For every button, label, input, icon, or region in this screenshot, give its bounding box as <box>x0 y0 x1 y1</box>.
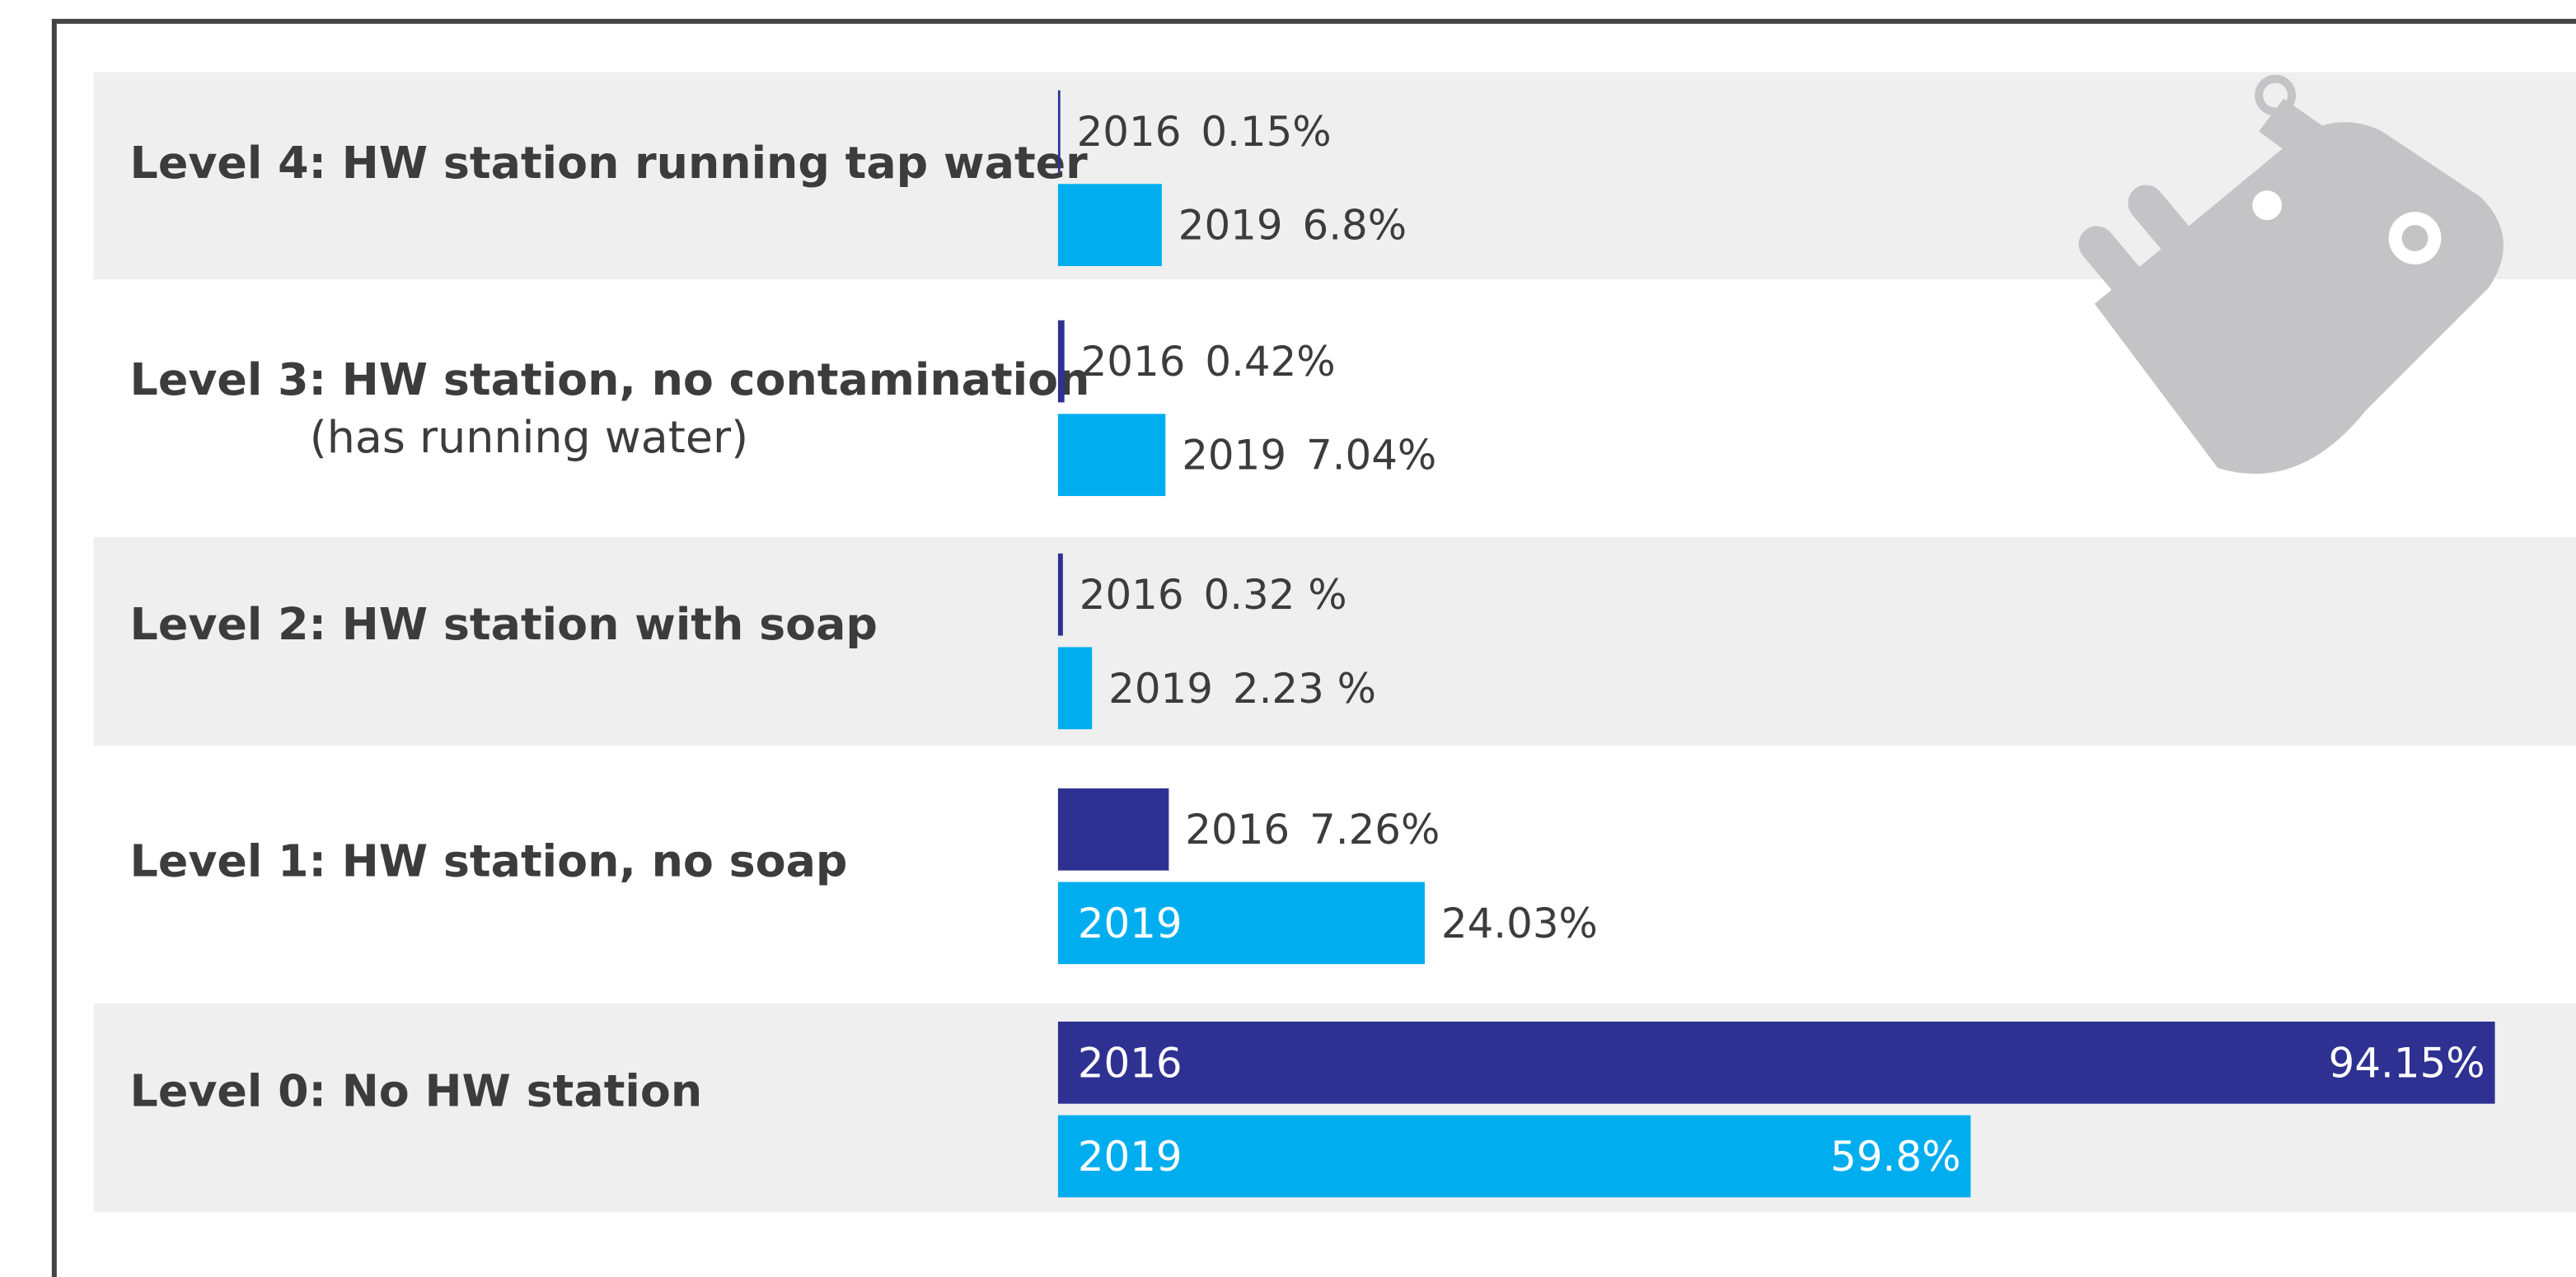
bar <box>1057 414 1166 497</box>
bar <box>1057 320 1065 403</box>
series-label: 2019 <box>1108 665 1213 713</box>
category-label: Level 1: HW station, no soap <box>130 835 848 886</box>
bar <box>1057 184 1162 266</box>
bar <box>1057 1115 1971 1198</box>
category-label: Level 0: No HW station <box>130 1064 703 1116</box>
series-label: 2016 <box>1081 338 1186 386</box>
category-label: Level 2: HW station with soap <box>130 598 878 650</box>
value-label: 24.03% <box>1441 900 1598 947</box>
series-label: 2019 <box>1182 432 1286 479</box>
value-label: 94.15% <box>2329 1039 2485 1087</box>
category-label: Level 3: HW station, no contamination <box>130 353 1090 405</box>
category-sublabel: (has running water) <box>310 411 748 463</box>
value-label: 6.8% <box>1303 202 1407 250</box>
hand-icon <box>2078 74 2504 475</box>
frame <box>51 18 2576 1277</box>
series-label: 2019 <box>1078 900 1183 947</box>
bar <box>1057 553 1063 636</box>
series-label: 2016 <box>1077 108 1182 156</box>
series-label: 2016 <box>1080 571 1184 619</box>
value-label: 7.26% <box>1309 806 1440 854</box>
bar <box>1057 788 1169 871</box>
value-label: 7.04% <box>1306 432 1436 479</box>
series-label: 2019 <box>1078 1133 1183 1181</box>
bar <box>1057 647 1093 730</box>
bar <box>1057 882 1425 965</box>
value-label: 2.23 % <box>1233 665 1376 713</box>
bar <box>1057 90 1061 173</box>
series-label: 2016 <box>1185 806 1290 854</box>
value-label: 59.8% <box>1830 1133 1960 1181</box>
row-band <box>93 536 2576 746</box>
bar <box>1057 1022 2495 1104</box>
category-label: Level 4: HW station running tap water <box>130 137 1089 189</box>
value-label: 0.15% <box>1201 108 1331 156</box>
series-label: 2016 <box>1078 1039 1183 1087</box>
value-label: 0.42% <box>1205 338 1335 386</box>
series-label: 2019 <box>1178 202 1283 250</box>
value-label: 0.32 % <box>1203 571 1347 619</box>
